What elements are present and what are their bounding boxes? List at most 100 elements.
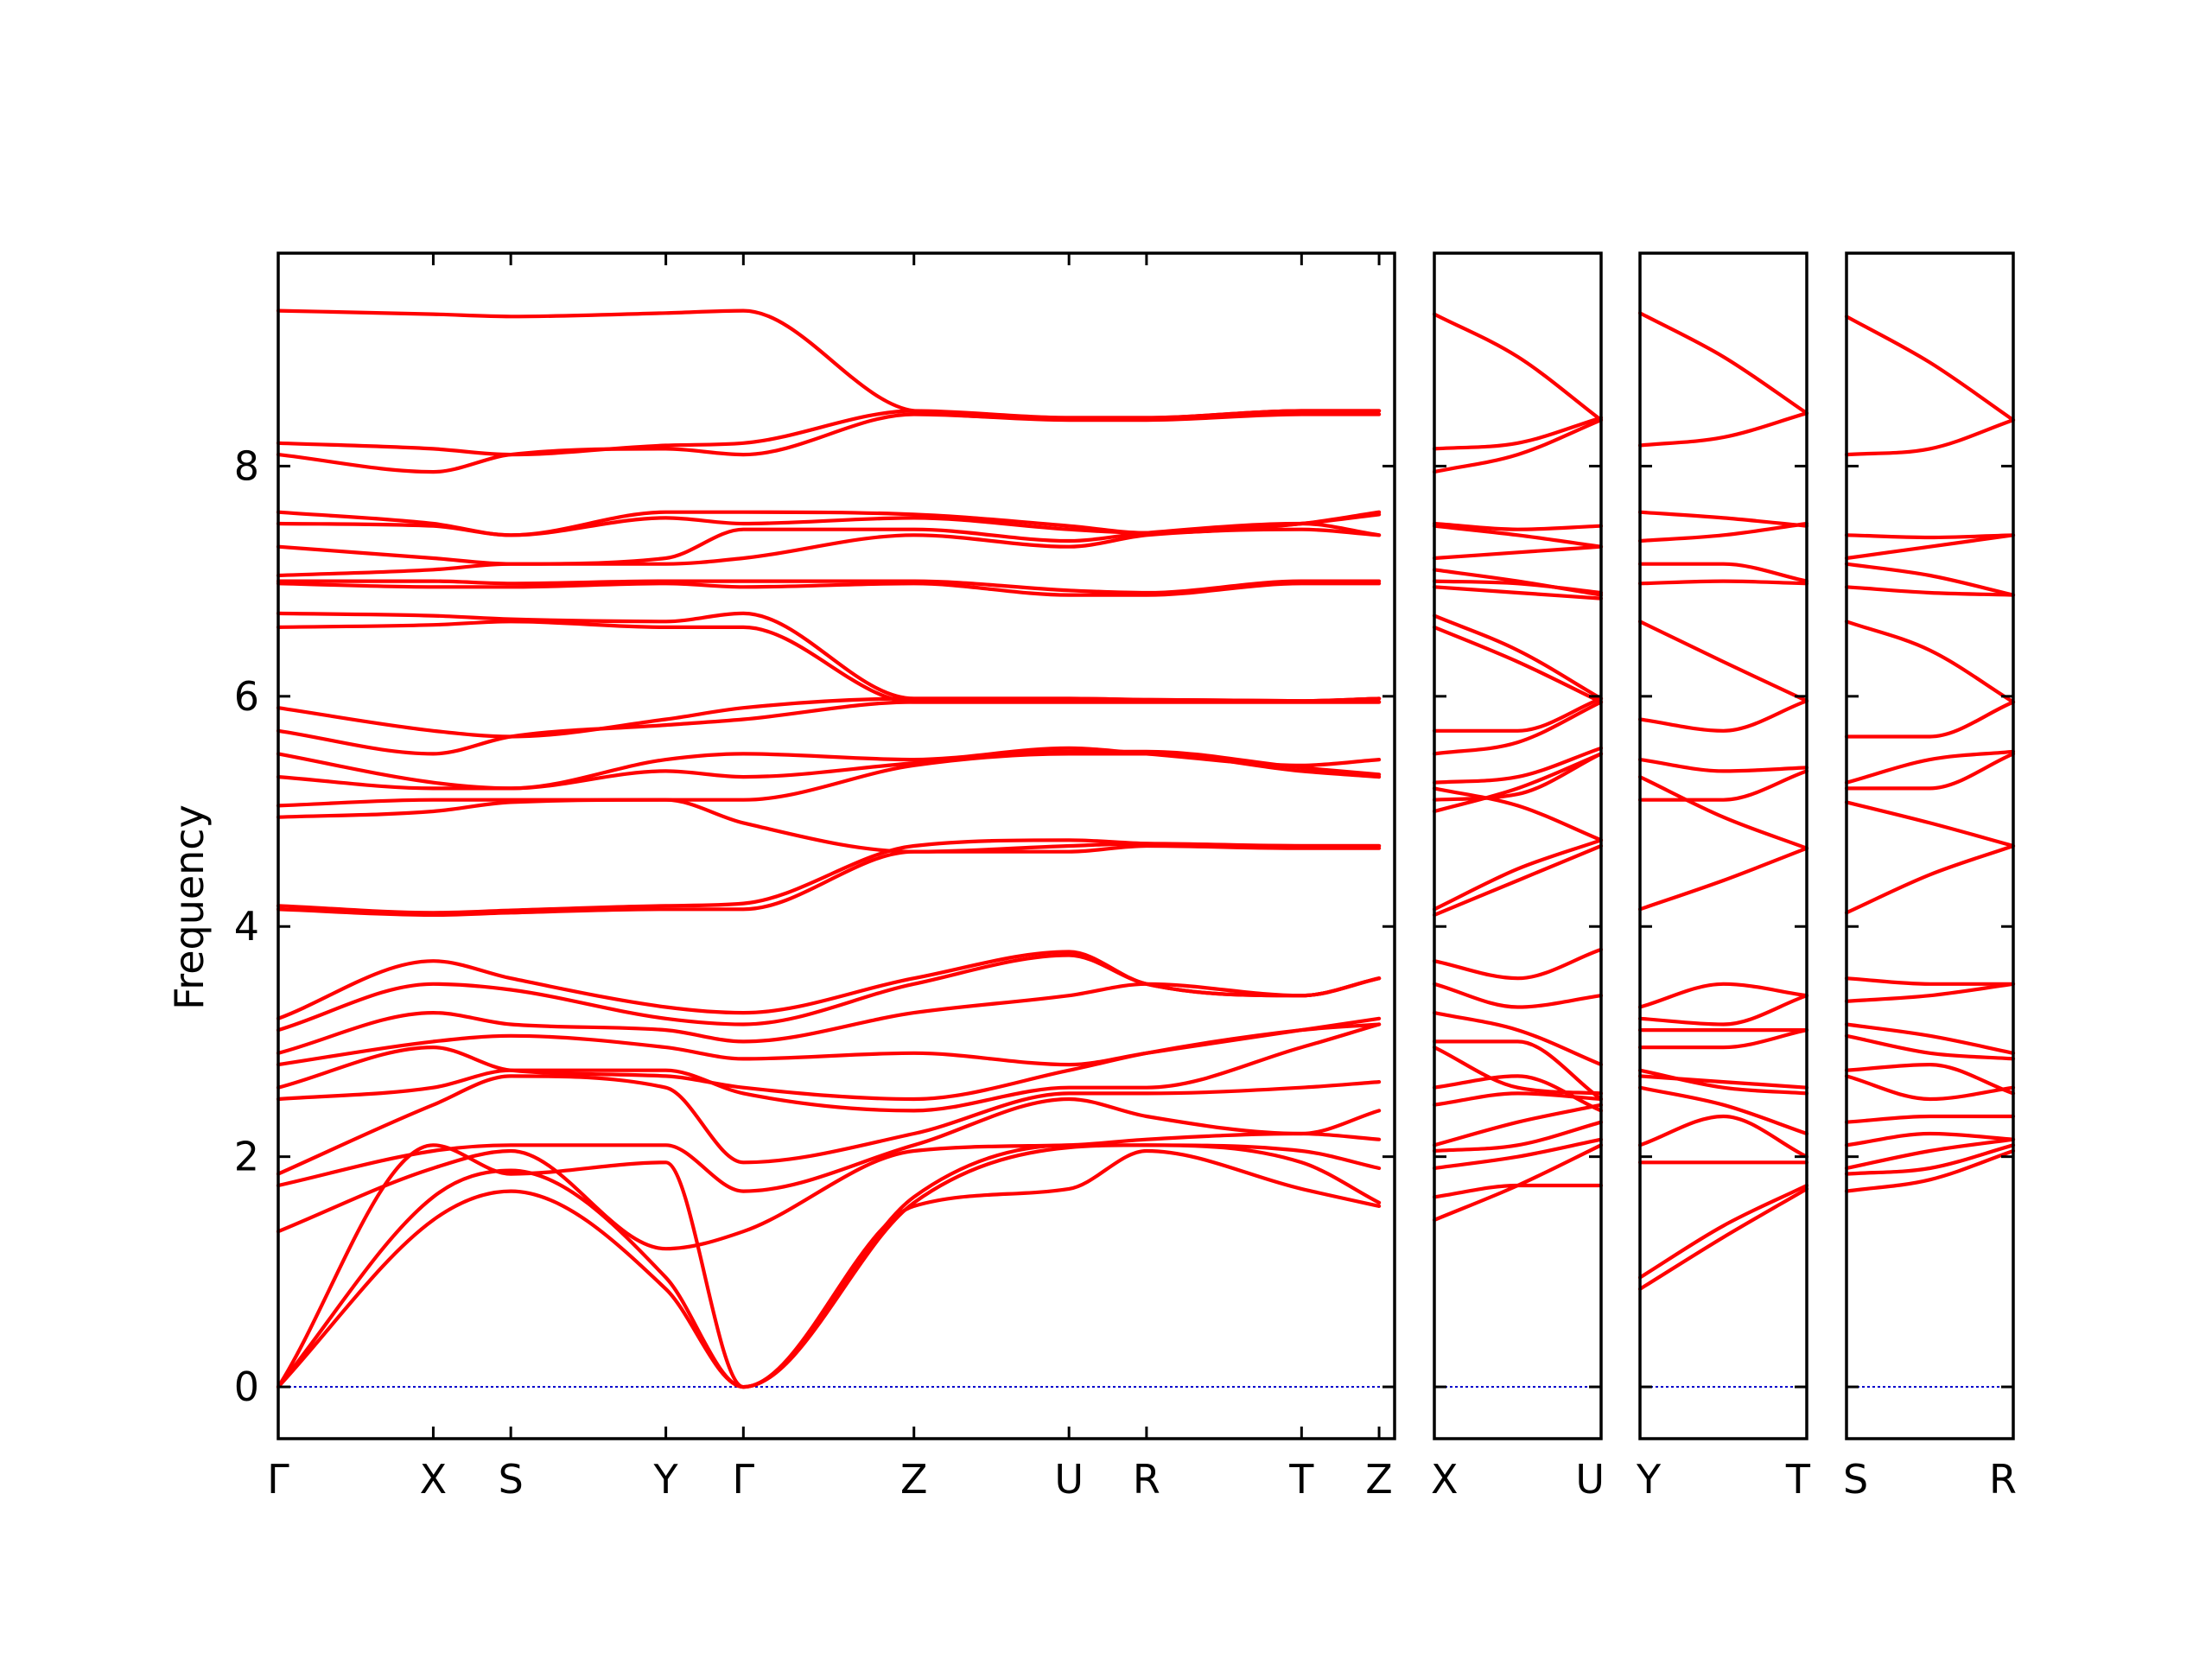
x-tick-label-U: U [1575,1456,1605,1503]
x-tick-label-R: R [1989,1456,2017,1503]
band-yt-23 [1637,311,1809,416]
x-tick-label-U: U [1054,1456,1084,1503]
band-xu-16 [1432,752,1604,802]
band-xu-12 [1432,947,1604,981]
x-tick-label-R: R [1133,1456,1160,1503]
band-xu-17 [1432,786,1604,842]
band-lines [276,308,1382,1389]
band-sr-20 [1844,533,2016,561]
band-yt-18 [1637,579,1809,586]
band-yt-7 [1637,1068,1809,1096]
band-yt-5 [1637,1085,1809,1136]
band-xu-20 [1432,696,1604,733]
band-xu-30 [1432,416,1604,451]
band-yt-2 [1637,1183,1809,1280]
band-sr-16 [1844,700,2016,739]
x-tick-label-Γ: Γ [267,1456,289,1503]
band-xu-23 [1432,585,1604,601]
band-xu-11 [1432,982,1604,1009]
band-yt-8 [1637,1028,1809,1050]
band-xu-13 [1432,843,1604,917]
y-tick-label: 6 [234,673,259,720]
band-sr-18 [1844,585,2016,597]
band-sr-4 [1844,1131,2016,1147]
band-sr-7 [1844,1063,2016,1096]
band-lines [1637,311,1809,1291]
band-xu-14 [1432,838,1604,912]
band-main-9 [276,1016,1382,1067]
band-sr-8 [1844,1033,2016,1061]
band-sr-13 [1844,800,2016,849]
band-sr-22 [1844,418,2016,457]
band-xu-26 [1432,544,1604,561]
band-yt-11 [1637,982,1809,1009]
band-sr-23 [1844,315,2016,423]
band-xu-29 [1432,418,1604,474]
band-yt-14 [1637,775,1809,850]
band-main-26 [276,521,1382,566]
band-xu-27 [1432,524,1604,549]
band-yt-20 [1637,521,1809,543]
y-tick-label: 4 [234,903,259,950]
x-tick-label-Z: Z [900,1456,928,1503]
band-yt-12 [1637,846,1809,912]
band-yt-10 [1637,994,1809,1027]
band-sr-5 [1844,1114,2016,1124]
band-sr-17 [1844,620,2016,704]
band-yt-19 [1637,562,1809,583]
band-yt-1 [1637,1186,1809,1291]
band-yt-15 [1637,758,1809,773]
x-tick-label-Y: Y [653,1456,679,1503]
band-main-5 [276,1096,1382,1193]
band-main-12 [276,950,1382,1020]
y-tick-label: 0 [234,1363,259,1410]
band-sr-19 [1844,562,2016,597]
band-lines [1432,312,1604,1222]
band-main-21 [276,620,1382,704]
y-axis-label: Frequency [166,804,213,1010]
band-main-3 [276,1143,1382,1389]
band-yt-16 [1637,699,1809,733]
band-xu-10 [1432,1011,1604,1067]
panel-main: Γ X S Y Γ Z U R T Z 0 2 4 6 8 [234,251,1396,1503]
band-main-18 [276,746,1382,791]
x-tick-label-T: T [1785,1456,1811,1503]
band-sr-11 [1844,976,2016,986]
band-sr-12 [1844,843,2016,915]
band-xu-28 [1432,521,1604,531]
band-sr-1 [1844,1148,2016,1193]
band-xu-3 [1432,1137,1604,1171]
band-xu-7 [1432,1074,1604,1113]
band-yt-22 [1637,411,1809,448]
band-yt-6 [1637,1074,1809,1090]
band-xu-4 [1432,1120,1604,1154]
band-xu-5 [1432,1103,1604,1147]
x-tick-label-Γ: Γ [733,1456,755,1503]
band-xu-31 [1432,312,1604,423]
band-lines [1844,315,2016,1193]
band-main-31 [276,308,1382,420]
band-yt-4 [1637,1114,1809,1159]
band-xu-21 [1432,625,1604,704]
band-sr-9 [1844,1022,2016,1055]
x-tick-label-S: S [499,1456,524,1503]
band-sr-14 [1844,752,2016,791]
band-main-4 [276,1131,1382,1251]
band-main-17 [276,749,1382,791]
band-xu-25 [1432,568,1604,597]
x-tick-label-X: X [420,1456,448,1503]
band-yt-13 [1637,769,1809,802]
x-tick-label-S: S [1843,1456,1868,1503]
band-xu-19 [1432,700,1604,756]
band-main-1 [276,1148,1382,1389]
x-tick-label-X: X [1431,1456,1459,1503]
band-main-15 [276,798,1382,854]
band-sr-21 [1844,533,2016,540]
band-yt-17 [1637,620,1809,703]
band-main-6 [276,1074,1382,1176]
axes-frame [1845,251,2015,1440]
